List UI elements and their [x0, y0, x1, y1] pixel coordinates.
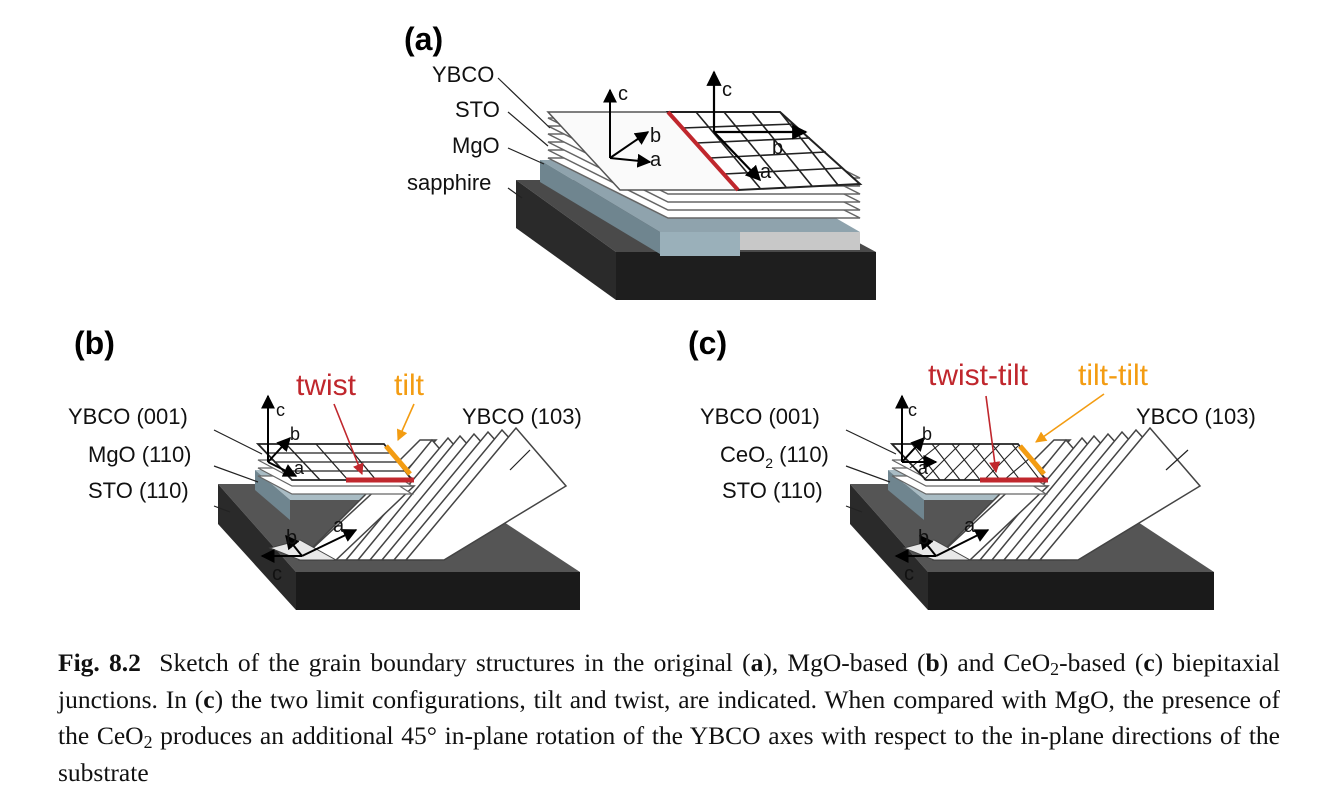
caption-sub-2: 2: [143, 732, 153, 752]
axis-b-bottom-b: b: [286, 527, 297, 549]
axis-c-bottom-c: c: [904, 563, 914, 585]
panel-a-label: (a): [404, 21, 443, 57]
axis-a-top-b: a: [294, 458, 305, 478]
twist-tilt-arrow-c: [985, 395, 1001, 474]
caption-ref-b: b: [925, 648, 940, 677]
layer-label-mgo: MgO: [452, 133, 500, 158]
axis-a-bottom-b: a: [333, 515, 345, 537]
axes-top-c: [895, 394, 938, 469]
axis-b-right-a: b: [772, 137, 783, 159]
twist-tilt-label-c: twist-tilt: [928, 359, 1029, 392]
layer-label-sto110-b: STO (110): [88, 478, 189, 503]
axes-bottom-b: [260, 529, 358, 563]
tilt-tilt-arrow-c: [1035, 393, 1105, 443]
caption-label: Fig. 8.2: [58, 648, 141, 677]
axis-c-left-a: c: [618, 83, 628, 105]
layer-label-sapphire: sapphire: [407, 170, 491, 195]
axes-right-a: [706, 70, 808, 182]
axis-c-top-b: c: [276, 400, 285, 420]
figure-caption: Fig. 8.2 Sketch of the grain boundary st…: [58, 645, 1280, 791]
layer-label-sto110-c: STO (110): [722, 478, 823, 503]
axis-c-right-a: c: [722, 79, 732, 101]
layer-labels-a: YBCO STO MgO sapphire: [407, 62, 551, 199]
axis-a-right-a: a: [760, 161, 772, 183]
leader-lines-c: [845, 429, 1189, 513]
axis-a-left-a: a: [650, 149, 662, 171]
figure: (a): [68, 21, 1256, 610]
twist-arrow-b: [333, 403, 364, 476]
axis-b-bottom-c: b: [918, 527, 929, 549]
axis-c-top-c: c: [908, 400, 917, 420]
axis-a-top-c: a: [918, 458, 929, 478]
layer-label-ceo2-c: CeO2 (110): [720, 442, 829, 471]
twist-label-b: twist: [296, 369, 357, 402]
tilt-tilt-label-c: tilt-tilt: [1078, 359, 1149, 392]
caption-ref-c1: c: [1143, 648, 1155, 677]
axes-left-a: [603, 88, 652, 168]
caption-text-4: -based (: [1059, 648, 1144, 677]
caption-ref-c2: c: [203, 684, 215, 714]
axis-b-top-c: b: [922, 424, 932, 444]
panel-b-label: (b): [74, 325, 115, 361]
layer-label-ybco001-b: YBCO (001): [68, 404, 188, 429]
axis-b-top-b: b: [290, 424, 300, 444]
panel-a: (a): [404, 21, 876, 300]
axis-b-left-a: b: [650, 125, 661, 147]
grain-boundary-a: [666, 110, 740, 192]
tilt-boundary-b: [384, 444, 412, 476]
caption-text-7: produces an additional 45° in-plane rota…: [58, 721, 1280, 787]
axes-bottom-c: [894, 529, 990, 563]
caption-ref-a: a: [750, 648, 764, 677]
layer-label-mgo110-b: MgO (110): [88, 442, 192, 467]
tilt-label-b: tilt: [394, 369, 425, 402]
panel-c-label: (c): [688, 325, 727, 361]
layer-label-ybco001-c: YBCO (001): [700, 404, 820, 429]
axes-top-b: [261, 394, 298, 477]
caption-sub-1: 2: [1050, 659, 1060, 679]
panel-b: (b): [68, 325, 582, 610]
ybco103-label-b: YBCO (103): [462, 404, 582, 429]
caption-text-2: ), MgO-based (: [763, 648, 926, 677]
axis-a-bottom-c: a: [964, 515, 976, 537]
leader-lines-b: [213, 429, 531, 513]
caption-text-1: Sketch of the grain boundary structures …: [159, 648, 751, 677]
tilt-tilt-boundary-c: [1018, 444, 1046, 476]
caption-text-6: ) the two limit configurations, tilt and…: [58, 684, 1280, 751]
ybco-001-grid-c: [889, 443, 1048, 481]
panel-c: (c): [688, 325, 1256, 610]
caption-text-5: ) biepitaxial junctions. In (: [58, 648, 1280, 714]
tilt-arrow-b: [396, 403, 415, 442]
caption-text-3: ) and CeO: [939, 648, 1051, 677]
ybco103-label-c: YBCO (103): [1136, 404, 1256, 429]
axis-c-bottom-b: c: [272, 563, 282, 585]
layer-label-sto: STO: [455, 97, 500, 122]
layer-label-ybco: YBCO: [432, 62, 494, 87]
